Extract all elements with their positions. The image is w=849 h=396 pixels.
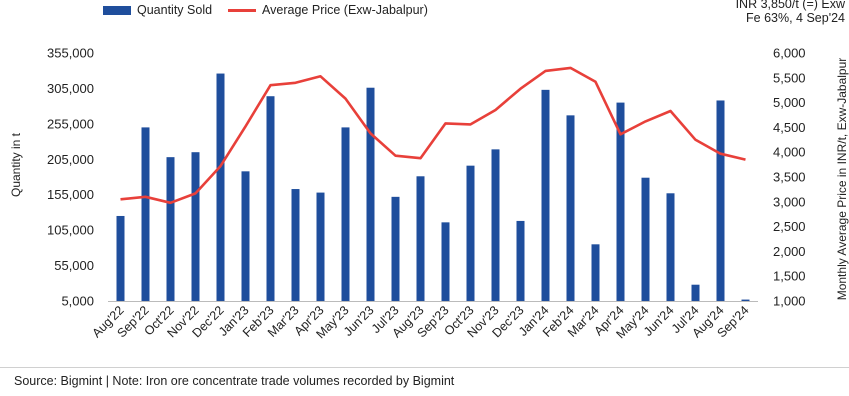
y-right-tick-label: 3,500 — [773, 170, 806, 185]
y-right-tick-label: 1,500 — [773, 269, 806, 284]
bar-quantity — [341, 127, 350, 302]
legend-swatch-bar — [103, 5, 131, 15]
bar-quantity — [416, 176, 425, 301]
bar-quantity — [566, 115, 575, 302]
y-left-tick-label: 5,000 — [61, 294, 94, 309]
y-right-tick-label: 1,000 — [773, 294, 806, 309]
y-left-tick-label: 105,000 — [47, 223, 94, 238]
y-right-tick-label: 6,000 — [773, 46, 806, 61]
legend-label-quantity: Quantity Sold — [137, 3, 213, 17]
y-left-tick-label: 155,000 — [47, 187, 94, 202]
bar-quantity — [241, 171, 250, 301]
y-left-tick-label: 205,000 — [47, 152, 94, 167]
annotation-line-2: Fe 63%, 4 Sep'24 — [746, 11, 845, 25]
y-right-tick-label: 2,500 — [773, 219, 806, 234]
bar-quantity — [141, 127, 150, 302]
y-left-tick-label: 55,000 — [54, 258, 94, 273]
bar-quantity — [616, 102, 625, 301]
bar-quantity — [316, 192, 325, 301]
y-right-tick-label: 4,500 — [773, 120, 806, 135]
bar-quantity — [116, 215, 125, 301]
bar-quantity — [291, 189, 300, 301]
bar-quantity — [691, 284, 700, 301]
y-right-tick-label: 5,500 — [773, 70, 806, 85]
chart-legend: Quantity Sold Average Price (Exw-Jabalpu… — [103, 3, 444, 17]
bar-quantity — [466, 165, 475, 301]
bar-quantity — [366, 87, 375, 301]
bar-quantity — [191, 152, 200, 301]
y-right-tick-label: 3,000 — [773, 194, 806, 209]
y-left-tick-label: 355,000 — [47, 46, 94, 61]
bar-quantity — [491, 149, 500, 301]
bar-quantity — [591, 244, 600, 301]
legend-item-price: Average Price (Exw-Jabalpur) — [228, 3, 428, 17]
price-annotation: INR 3,850/t (=) Exw Fe 63%, 4 Sep'24 — [736, 0, 845, 25]
bar-quantity — [741, 299, 750, 301]
bar-quantity — [516, 220, 525, 301]
bar-quantity — [266, 96, 275, 301]
legend-swatch-line — [228, 8, 257, 12]
bar-quantity — [666, 193, 675, 301]
y-right-tick-label: 4,000 — [773, 145, 806, 160]
y-left-tick-label: 305,000 — [47, 81, 94, 96]
bar-quantity — [541, 89, 550, 302]
annotation-line-1: INR 3,850/t (=) Exw — [735, 0, 845, 11]
bar-quantity — [166, 157, 175, 301]
source-note: Source: Bigmint | Note: Iron ore concent… — [14, 374, 455, 388]
legend-label-price: Average Price (Exw-Jabalpur) — [262, 3, 428, 17]
bar-quantity — [391, 196, 400, 301]
y-right-tick-label: 2,000 — [773, 244, 806, 259]
divider-line — [0, 367, 849, 368]
y-left-tick-label: 255,000 — [47, 116, 94, 131]
price-line — [120, 66, 746, 205]
bar-quantity — [716, 100, 725, 301]
legend-item-quantity: Quantity Sold — [103, 3, 212, 17]
bar-quantity — [441, 222, 450, 301]
y-right-tick-label: 5,000 — [773, 95, 806, 110]
bar-quantity — [216, 73, 225, 301]
bar-quantity — [641, 177, 650, 301]
